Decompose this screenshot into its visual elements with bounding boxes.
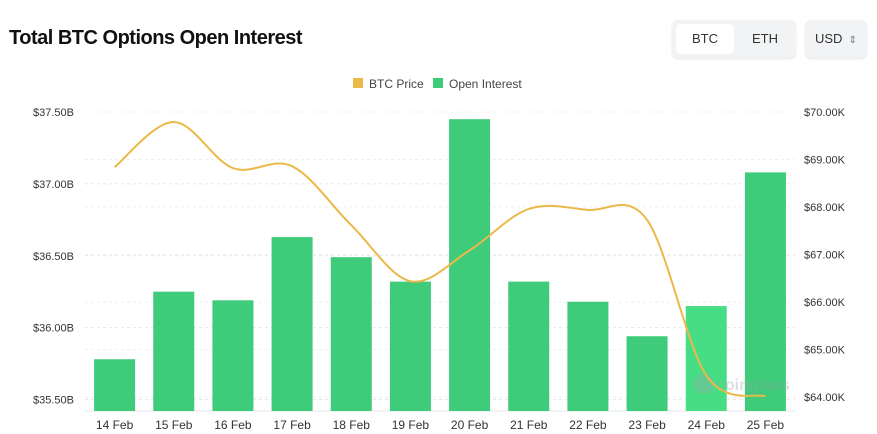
legend-btc-price[interactable]: BTC Price bbox=[369, 77, 424, 91]
right-tick-label: $68.00K bbox=[804, 202, 846, 214]
right-tick-label: $66.00K bbox=[804, 297, 846, 309]
page-title: Total BTC Options Open Interest bbox=[9, 27, 303, 49]
right-tick-label: $67.00K bbox=[804, 250, 846, 262]
legend-open-interest[interactable]: Open Interest bbox=[449, 77, 522, 91]
right-tick-label: $65.00K bbox=[804, 345, 846, 357]
asset-toggle: BTC ETH bbox=[672, 20, 796, 58]
x-tick-label: 21 Feb bbox=[510, 418, 548, 432]
chevron-updown-icon: ⇕ bbox=[848, 35, 857, 46]
bar-open-interest bbox=[744, 172, 786, 411]
left-tick-label: $35.50B bbox=[33, 395, 74, 407]
legend-swatch-open-interest bbox=[433, 78, 443, 88]
currency-select[interactable]: USD ⇕ bbox=[805, 20, 867, 58]
watermark: coinglass bbox=[716, 377, 790, 394]
bar-open-interest bbox=[271, 237, 313, 411]
x-tick-label: 24 Feb bbox=[688, 418, 726, 432]
left-tick-label: $36.00B bbox=[33, 323, 74, 335]
x-tick-label: 22 Feb bbox=[569, 418, 607, 432]
bar-open-interest bbox=[567, 301, 609, 411]
bar-open-interest bbox=[508, 281, 550, 411]
left-tick-label: $36.50B bbox=[33, 251, 74, 263]
x-tick-label: 16 Feb bbox=[214, 418, 252, 432]
bar-open-interest bbox=[153, 291, 195, 411]
x-tick-label: 19 Feb bbox=[392, 418, 430, 432]
x-tick-label: 23 Feb bbox=[628, 418, 666, 432]
legend: BTC Price Open Interest bbox=[353, 77, 522, 91]
bar-open-interest bbox=[330, 257, 372, 411]
x-tick-label: 14 Feb bbox=[96, 418, 134, 432]
bar-open-interest bbox=[449, 119, 491, 411]
btc-price-line bbox=[113, 120, 766, 398]
right-tick-label: $64.00K bbox=[804, 392, 846, 404]
x-tick-label: 20 Feb bbox=[451, 418, 489, 432]
bar-open-interest bbox=[389, 281, 431, 411]
x-tick-label: 17 Feb bbox=[273, 418, 311, 432]
left-tick-label: $37.00B bbox=[33, 179, 74, 191]
tab-btc[interactable]: BTC bbox=[676, 24, 734, 54]
currency-value: USD bbox=[815, 31, 843, 46]
tab-eth[interactable]: ETH bbox=[752, 31, 778, 46]
right-tick-label: $70.00K bbox=[804, 107, 846, 119]
watermark-logo-icon bbox=[694, 374, 714, 394]
bar-open-interest bbox=[626, 336, 668, 411]
bar-open-interest bbox=[212, 300, 254, 411]
left-tick-label: $37.50B bbox=[33, 107, 74, 119]
right-tick-label: $69.00K bbox=[804, 155, 846, 167]
legend-swatch-btc-price bbox=[353, 78, 363, 88]
bar-open-interest bbox=[685, 306, 727, 411]
x-tick-label: 25 Feb bbox=[747, 418, 785, 432]
x-tick-label: 15 Feb bbox=[155, 418, 193, 432]
bar-open-interest bbox=[94, 359, 136, 411]
x-tick-label: 18 Feb bbox=[333, 418, 371, 432]
